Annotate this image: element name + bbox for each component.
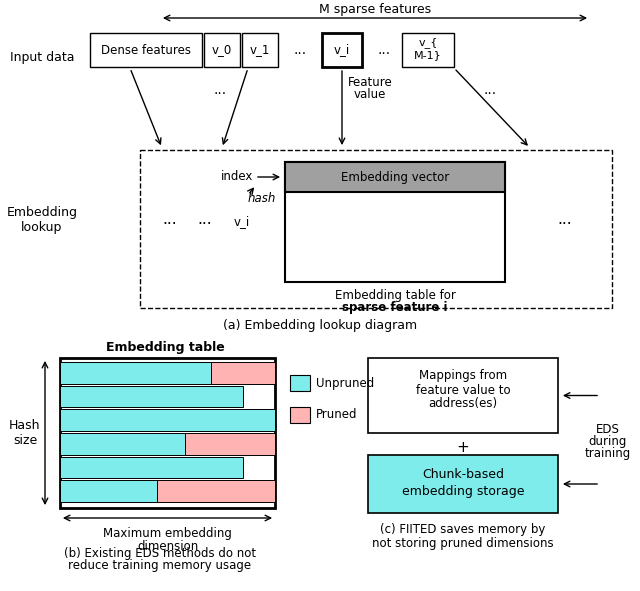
- Bar: [60, 457, 243, 478]
- Text: M-1}: M-1}: [414, 50, 442, 60]
- Text: reduce training memory usage: reduce training memory usage: [68, 560, 252, 573]
- Text: ...: ...: [293, 43, 307, 57]
- Text: ...: ...: [483, 83, 497, 97]
- Text: Input data: Input data: [10, 51, 74, 64]
- Bar: [290, 407, 310, 423]
- Bar: [90, 33, 202, 67]
- Text: value: value: [354, 89, 386, 102]
- Text: Embedding table: Embedding table: [106, 342, 225, 355]
- Text: Embedding table for: Embedding table for: [335, 290, 456, 303]
- Text: feature value to: feature value to: [416, 384, 510, 397]
- Bar: [60, 480, 157, 502]
- Bar: [204, 33, 240, 67]
- Text: Pruned: Pruned: [316, 408, 358, 421]
- Text: training: training: [585, 447, 631, 460]
- Bar: [322, 33, 362, 67]
- Text: v_1: v_1: [250, 44, 270, 57]
- Text: embedding storage: embedding storage: [402, 485, 524, 498]
- Bar: [140, 150, 612, 308]
- Text: Chunk-based: Chunk-based: [422, 469, 504, 482]
- Text: EDS: EDS: [596, 423, 620, 436]
- Text: Unpruned: Unpruned: [316, 376, 374, 389]
- Text: (b) Existing EDS methods do not: (b) Existing EDS methods do not: [64, 547, 256, 560]
- Bar: [60, 433, 185, 454]
- Bar: [290, 375, 310, 391]
- Text: v_i: v_i: [334, 44, 350, 57]
- Bar: [211, 362, 275, 384]
- Text: +: +: [456, 440, 469, 454]
- Bar: [60, 410, 275, 431]
- Bar: [285, 162, 505, 192]
- Text: Dense features: Dense features: [101, 44, 191, 57]
- Text: Maximum embedding: Maximum embedding: [103, 528, 232, 541]
- Text: address(es): address(es): [428, 398, 497, 411]
- Text: not storing pruned dimensions: not storing pruned dimensions: [372, 537, 554, 550]
- Bar: [368, 358, 558, 433]
- Bar: [242, 33, 278, 67]
- Bar: [60, 386, 243, 407]
- Text: ...: ...: [213, 83, 227, 97]
- Text: ...: ...: [557, 213, 572, 228]
- Bar: [368, 455, 558, 513]
- Text: v_{: v_{: [419, 38, 438, 48]
- Bar: [60, 362, 211, 384]
- Bar: [185, 433, 275, 454]
- Text: ...: ...: [198, 213, 212, 228]
- Text: v_i: v_i: [234, 216, 250, 229]
- Text: v_0: v_0: [212, 44, 232, 57]
- Text: ...: ...: [163, 213, 177, 228]
- Text: Feature: Feature: [348, 76, 392, 89]
- Text: during: during: [589, 435, 627, 448]
- Bar: [285, 162, 505, 282]
- Text: index: index: [221, 170, 253, 183]
- Text: Embedding
lookup: Embedding lookup: [6, 206, 77, 234]
- Bar: [157, 480, 275, 502]
- Bar: [402, 33, 454, 67]
- Text: ...: ...: [378, 43, 390, 57]
- Text: hash: hash: [248, 193, 276, 206]
- Bar: [60, 358, 275, 508]
- Text: sparse feature i: sparse feature i: [342, 301, 448, 314]
- Text: dimension: dimension: [137, 540, 198, 553]
- Text: Hash
size: Hash size: [9, 419, 41, 447]
- Text: M sparse features: M sparse features: [319, 4, 431, 17]
- Text: (a) Embedding lookup diagram: (a) Embedding lookup diagram: [223, 320, 417, 333]
- Text: (c) FIITED saves memory by: (c) FIITED saves memory by: [380, 524, 546, 537]
- Text: Embedding vector: Embedding vector: [341, 170, 449, 183]
- Text: Mappings from: Mappings from: [419, 369, 507, 382]
